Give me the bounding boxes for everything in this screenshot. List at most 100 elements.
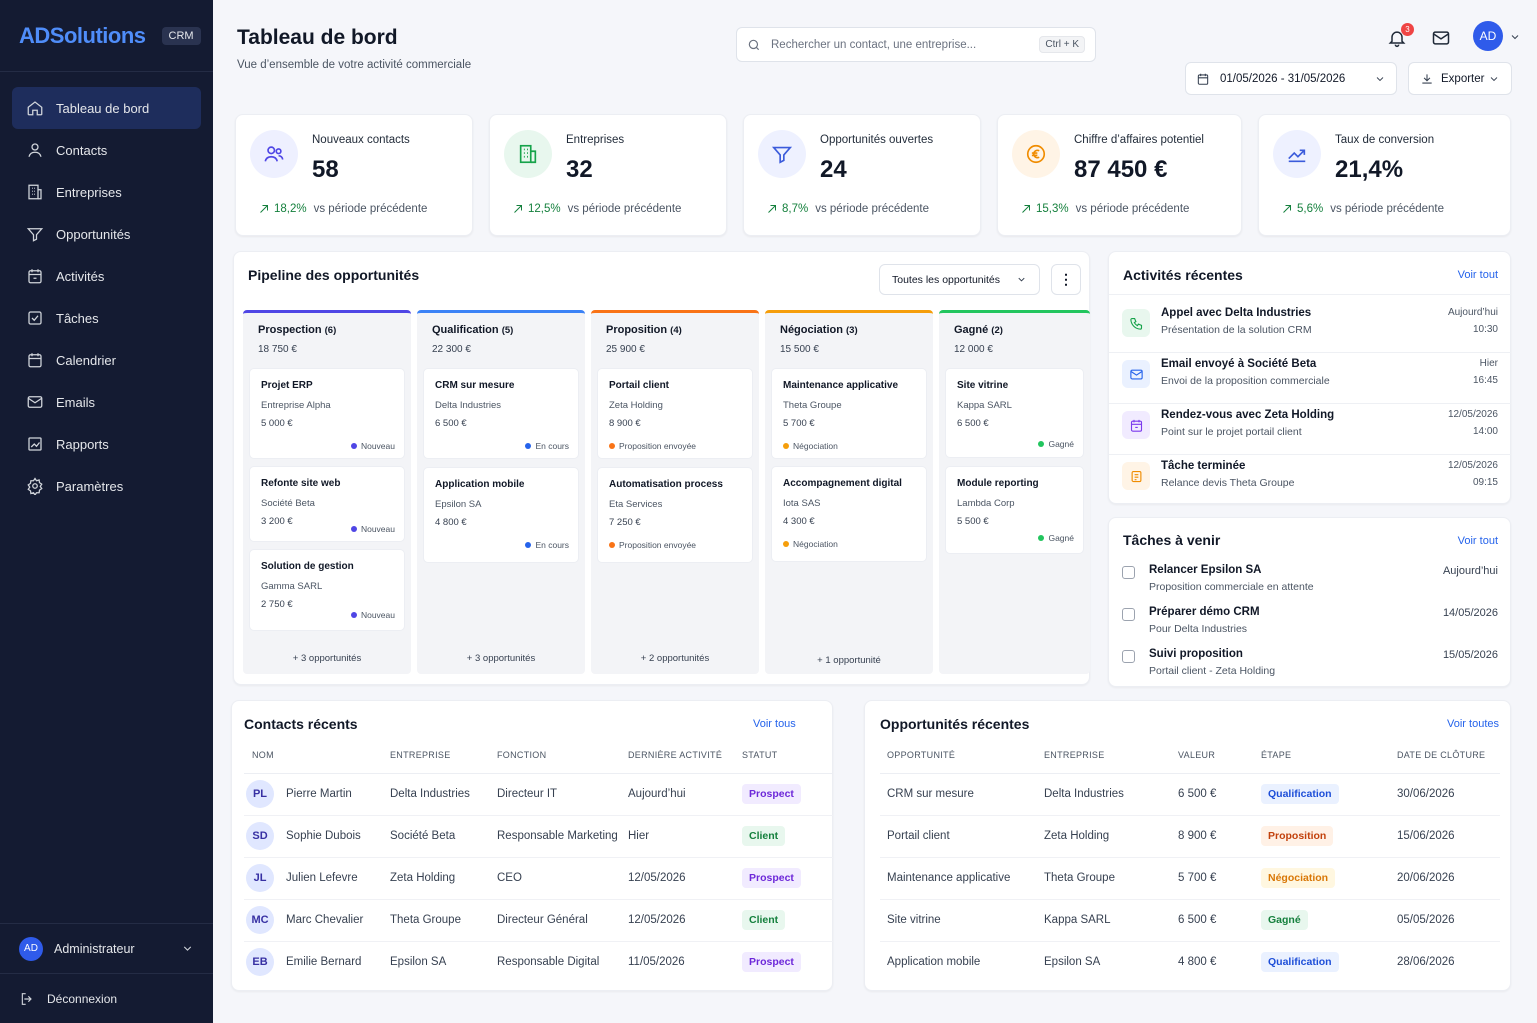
table-row[interactable]: Maintenance applicative Theta Groupe 5 700… (880, 857, 1500, 900)
report-icon (28, 437, 42, 451)
kpi-card-chiffre-affaires[interactable]: Chiffre d’affaires potentiel 87 450 € 15… (997, 114, 1242, 236)
sidebar-item-activites[interactable]: Activités (12, 255, 201, 297)
messages-button[interactable] (1430, 27, 1452, 49)
table-row[interactable]: Site vitrine Kappa SARL 6 500 € Gagné 05/05/… (880, 899, 1500, 942)
table-row[interactable]: MC Marc Chevalier Theta Groupe Directeur Gé… (244, 899, 833, 942)
deal-status-label: Proposition envoyée (619, 441, 697, 451)
activity-item[interactable]: Tâche terminée Relance devis Theta Group… (1122, 460, 1498, 506)
contact-last-activity: Aujourd’hui (628, 773, 742, 816)
sidebar-item-emails[interactable]: Emails (12, 381, 201, 423)
contact-name[interactable]: Julien Lefevre (286, 872, 358, 885)
sidebar-item-contacts[interactable]: Contacts (12, 129, 201, 171)
table-row[interactable]: EB Emilie Bernard Epsilon SA Responsable Di… (244, 941, 833, 983)
activity-item[interactable]: Rendez-vous avec Zeta Holding Point sur … (1122, 409, 1498, 455)
deal-card[interactable]: Refonte site web Société Beta 3 200 € No… (249, 466, 405, 542)
table-row[interactable]: JL Julien Lefevre Zeta Holding CEO 12/05/202… (244, 857, 833, 900)
column-header[interactable]: OPPORTUNITÉ (880, 738, 1044, 774)
opportunity-name[interactable]: Application mobile (887, 956, 981, 969)
contact-last-activity: 12/05/2026 (628, 857, 742, 900)
deal-card[interactable]: Automatisation process Eta Services 7 25… (597, 467, 753, 563)
task-checkbox[interactable] (1122, 608, 1135, 621)
contact-name[interactable]: Emilie Bernard (286, 956, 362, 969)
opportunity-value: 6 500 € (1178, 773, 1261, 816)
sidebar-item-rapports[interactable]: Rapports (12, 423, 201, 465)
column-header[interactable]: DERNIÈRE ACTIVITÉ (628, 738, 742, 774)
activity-item[interactable]: Email envoyé à Société Beta Envoi de la … (1122, 358, 1498, 404)
deal-value: 6 500 € (435, 418, 467, 429)
more-opportunities-link[interactable]: + 3 opportunités (466, 653, 536, 664)
deal-card[interactable]: Projet ERP Entreprise Alpha 5 000 € Nouv… (249, 368, 405, 459)
deal-card[interactable]: Module reporting Lambda Corp 5 500 € Gag… (945, 466, 1084, 554)
avatar: PL (246, 780, 274, 808)
more-opportunities-link[interactable]: + 1 opportunité (817, 655, 881, 666)
date-range-picker[interactable]: 01/05/2026 - 31/05/2026 (1185, 62, 1397, 95)
kpi-card-conversion[interactable]: Taux de conversion 21,4% 5,6% vs période… (1258, 114, 1511, 236)
deal-card[interactable]: Portail client Zeta Holding 8 900 € Prop… (597, 368, 753, 459)
column-header[interactable]: NOM (244, 738, 390, 774)
table-row[interactable]: CRM sur mesure Delta Industries 6 500 € Qua… (880, 773, 1500, 816)
deal-card[interactable]: Site vitrine Kappa SARL 6 500 € Gagné (945, 368, 1084, 458)
column-header[interactable]: STATUT (742, 738, 833, 774)
deal-status-label: Négociation (793, 441, 838, 451)
sidebar-item-parametres[interactable]: Paramètres (12, 465, 201, 507)
contact-name[interactable]: Pierre Martin (286, 788, 352, 801)
contact-name[interactable]: Marc Chevalier (286, 914, 364, 927)
column-header[interactable]: ENTREPRISE (1044, 738, 1178, 774)
notifications-button[interactable]: 3 (1386, 23, 1414, 49)
task-checkbox[interactable] (1122, 650, 1135, 663)
contacts-see-all-link[interactable]: Voir tous (753, 718, 796, 730)
opportunity-name[interactable]: Maintenance applicative (880, 857, 1044, 900)
page-subtitle: Vue d’ensemble de votre activité commerc… (237, 59, 472, 71)
more-opportunities-link[interactable]: + 2 opportunités (640, 653, 710, 664)
more-opportunities-link[interactable]: + 3 opportunités (292, 653, 362, 664)
home-icon (27, 101, 43, 116)
column-header[interactable]: VALEUR (1178, 738, 1261, 774)
app-logo[interactable]: ADSolutions (19, 22, 146, 48)
sidebar-item-taches[interactable]: Tâches (12, 297, 201, 339)
opportunity-name[interactable]: CRM sur mesure (880, 773, 1044, 816)
deal-card[interactable]: Maintenance applicative Theta Groupe 5 7… (771, 368, 927, 459)
avatar[interactable]: AD (1473, 21, 1503, 51)
kpi-card-entreprises[interactable]: Entreprises 32 12,5% vs période précéden… (489, 114, 727, 236)
tasks-see-all-link[interactable]: Voir tout (1457, 535, 1498, 547)
kpi-card-contacts[interactable]: Nouveaux contacts 58 18,2% vs période pr… (235, 114, 473, 236)
deal-card[interactable]: Application mobile Epsilon SA 4 800 € En… (423, 467, 579, 563)
contact-name[interactable]: Sophie Dubois (286, 830, 361, 843)
activities-see-all-link[interactable]: Voir tout (1457, 269, 1498, 281)
deal-card[interactable]: Accompagnement digital Iota SAS 4 300 € … (771, 466, 927, 562)
deal-status: Gagné (1038, 533, 1074, 543)
more-options-button[interactable]: ⋮ (1051, 264, 1081, 295)
account-menu-toggle[interactable] (1509, 31, 1521, 46)
table-row[interactable]: PL Pierre Martin Delta Industries Directeur… (244, 773, 833, 816)
table-row[interactable]: SD Sophie Dubois Société Beta Responsable M… (244, 815, 833, 858)
activity-title: Email envoyé à Société Beta (1161, 358, 1317, 370)
search-icon (748, 39, 760, 50)
sidebar-item-dashboard[interactable]: Tableau de bord (12, 87, 201, 129)
task-checkbox[interactable] (1122, 566, 1135, 579)
opportunity-name[interactable]: Portail client (880, 815, 1044, 858)
opportunities-see-all-link[interactable]: Voir toutes (1447, 718, 1499, 730)
column-header[interactable]: ÉTAPE (1261, 738, 1397, 774)
sidebar-item-entreprises[interactable]: Entreprises (12, 171, 201, 213)
arrow-up-right-icon (1022, 205, 1030, 213)
pipeline-filter-select[interactable]: Toutes les opportunités (879, 264, 1040, 295)
deal-card[interactable]: Solution de gestion Gamma SARL 2 750 € N… (249, 549, 405, 631)
table-row[interactable]: Application mobile Epsilon SA 4 800 € Quali… (880, 941, 1500, 983)
sidebar-item-label: Tableau de bord (56, 100, 150, 116)
sidebar-item-opportunites[interactable]: Opportunités (12, 213, 201, 255)
sidebar-item-calendrier[interactable]: Calendrier (12, 339, 201, 381)
export-button[interactable]: Exporter (1408, 62, 1512, 95)
kpi-card-opportunites[interactable]: Opportunités ouvertes 24 8,7% vs période… (743, 114, 981, 236)
column-header[interactable]: FONCTION (497, 738, 628, 774)
logout-button[interactable]: Déconnexion (0, 973, 213, 1023)
task-title: Suivi proposition (1149, 648, 1243, 660)
column-header[interactable]: DATE DE CLÔTURE (1397, 738, 1500, 774)
kpi-trend: 5,6% vs période précédente (1281, 203, 1444, 215)
column-header[interactable]: ENTREPRISE (390, 738, 497, 774)
user-menu[interactable]: AD Administrateur (0, 923, 213, 973)
deal-card[interactable]: CRM sur mesure Delta Industries 6 500 € … (423, 368, 579, 459)
activity-item[interactable]: Appel avec Delta Industries Présentation… (1122, 307, 1498, 353)
search-input[interactable] (771, 38, 1040, 51)
opportunity-name[interactable]: Site vitrine (880, 899, 1044, 942)
table-row[interactable]: Portail client Zeta Holding 8 900 € Proposi… (880, 815, 1500, 858)
